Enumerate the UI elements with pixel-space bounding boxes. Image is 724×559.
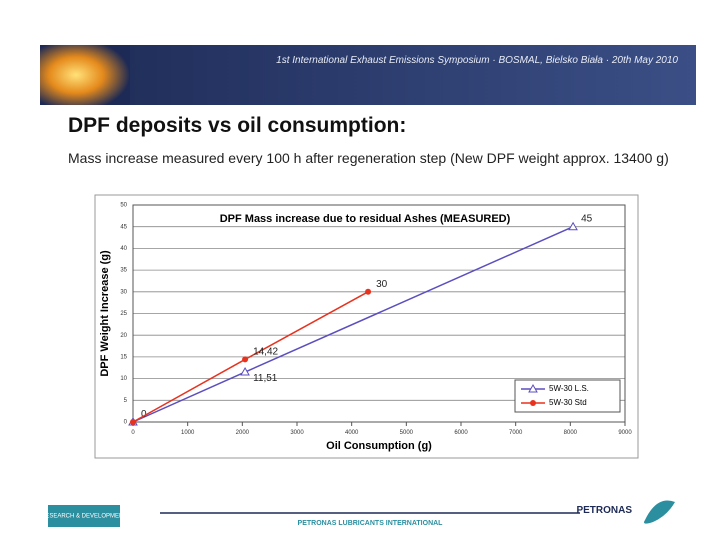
petronas-logo: PETRONAS [576, 505, 632, 516]
legend-label: 5W-30 L.S. [549, 384, 589, 393]
data-label: 11,51 [253, 373, 278, 384]
legend-marker [530, 400, 536, 406]
footer-text: PETRONAS LUBRICANTS INTERNATIONAL [298, 520, 444, 527]
x-tick-label: 4000 [345, 430, 359, 436]
x-tick-label: 8000 [564, 430, 578, 436]
slide: 1st International Exhaust Emissions Symp… [0, 0, 724, 559]
x-tick-label: 6000 [454, 430, 468, 436]
data-label: 14,42 [253, 346, 278, 357]
petronas-emblem [644, 500, 675, 523]
x-tick-label: 7000 [509, 430, 523, 436]
y-tick-label: 15 [120, 354, 127, 360]
legend-label: 5W-30 Std [549, 398, 587, 407]
y-tick-label: 30 [120, 289, 127, 295]
data-label: 45 [581, 214, 593, 225]
y-tick-label: 45 [120, 224, 127, 230]
data-label: 30 [376, 279, 388, 290]
y-tick-label: 25 [120, 311, 127, 317]
x-tick-label: 9000 [618, 430, 632, 436]
banner-image [40, 45, 130, 105]
y-tick-label: 40 [120, 246, 127, 252]
x-tick-label: 3000 [290, 430, 304, 436]
x-tick-label: 5000 [400, 430, 414, 436]
data-marker [130, 419, 136, 425]
chart-title: DPF Mass increase due to residual Ashes … [220, 213, 511, 225]
y-tick-label: 10 [120, 376, 127, 382]
y-tick-label: 20 [120, 333, 127, 339]
x-tick-label: 1000 [181, 430, 195, 436]
data-marker [242, 356, 248, 362]
banner-text: 1st International Exhaust Emissions Symp… [276, 55, 678, 66]
slide-subtitle: Mass increase measured every 100 h after… [68, 149, 696, 168]
rd-logo-text: RESEARCH & DEVELOPMENT [41, 514, 127, 520]
y-tick-label: 35 [120, 268, 127, 274]
x-axis-label: Oil Consumption (g) [326, 440, 432, 452]
x-tick-label: 2000 [236, 430, 250, 436]
data-marker [365, 289, 371, 295]
slide-graphics: 1st International Exhaust Emissions Symp… [0, 0, 724, 559]
banner [40, 45, 696, 105]
slide-title: DPF deposits vs oil consumption: [68, 114, 406, 138]
y-tick-label: 50 [120, 203, 127, 209]
y-axis-label: DPF Weight Increase (g) [99, 250, 111, 377]
